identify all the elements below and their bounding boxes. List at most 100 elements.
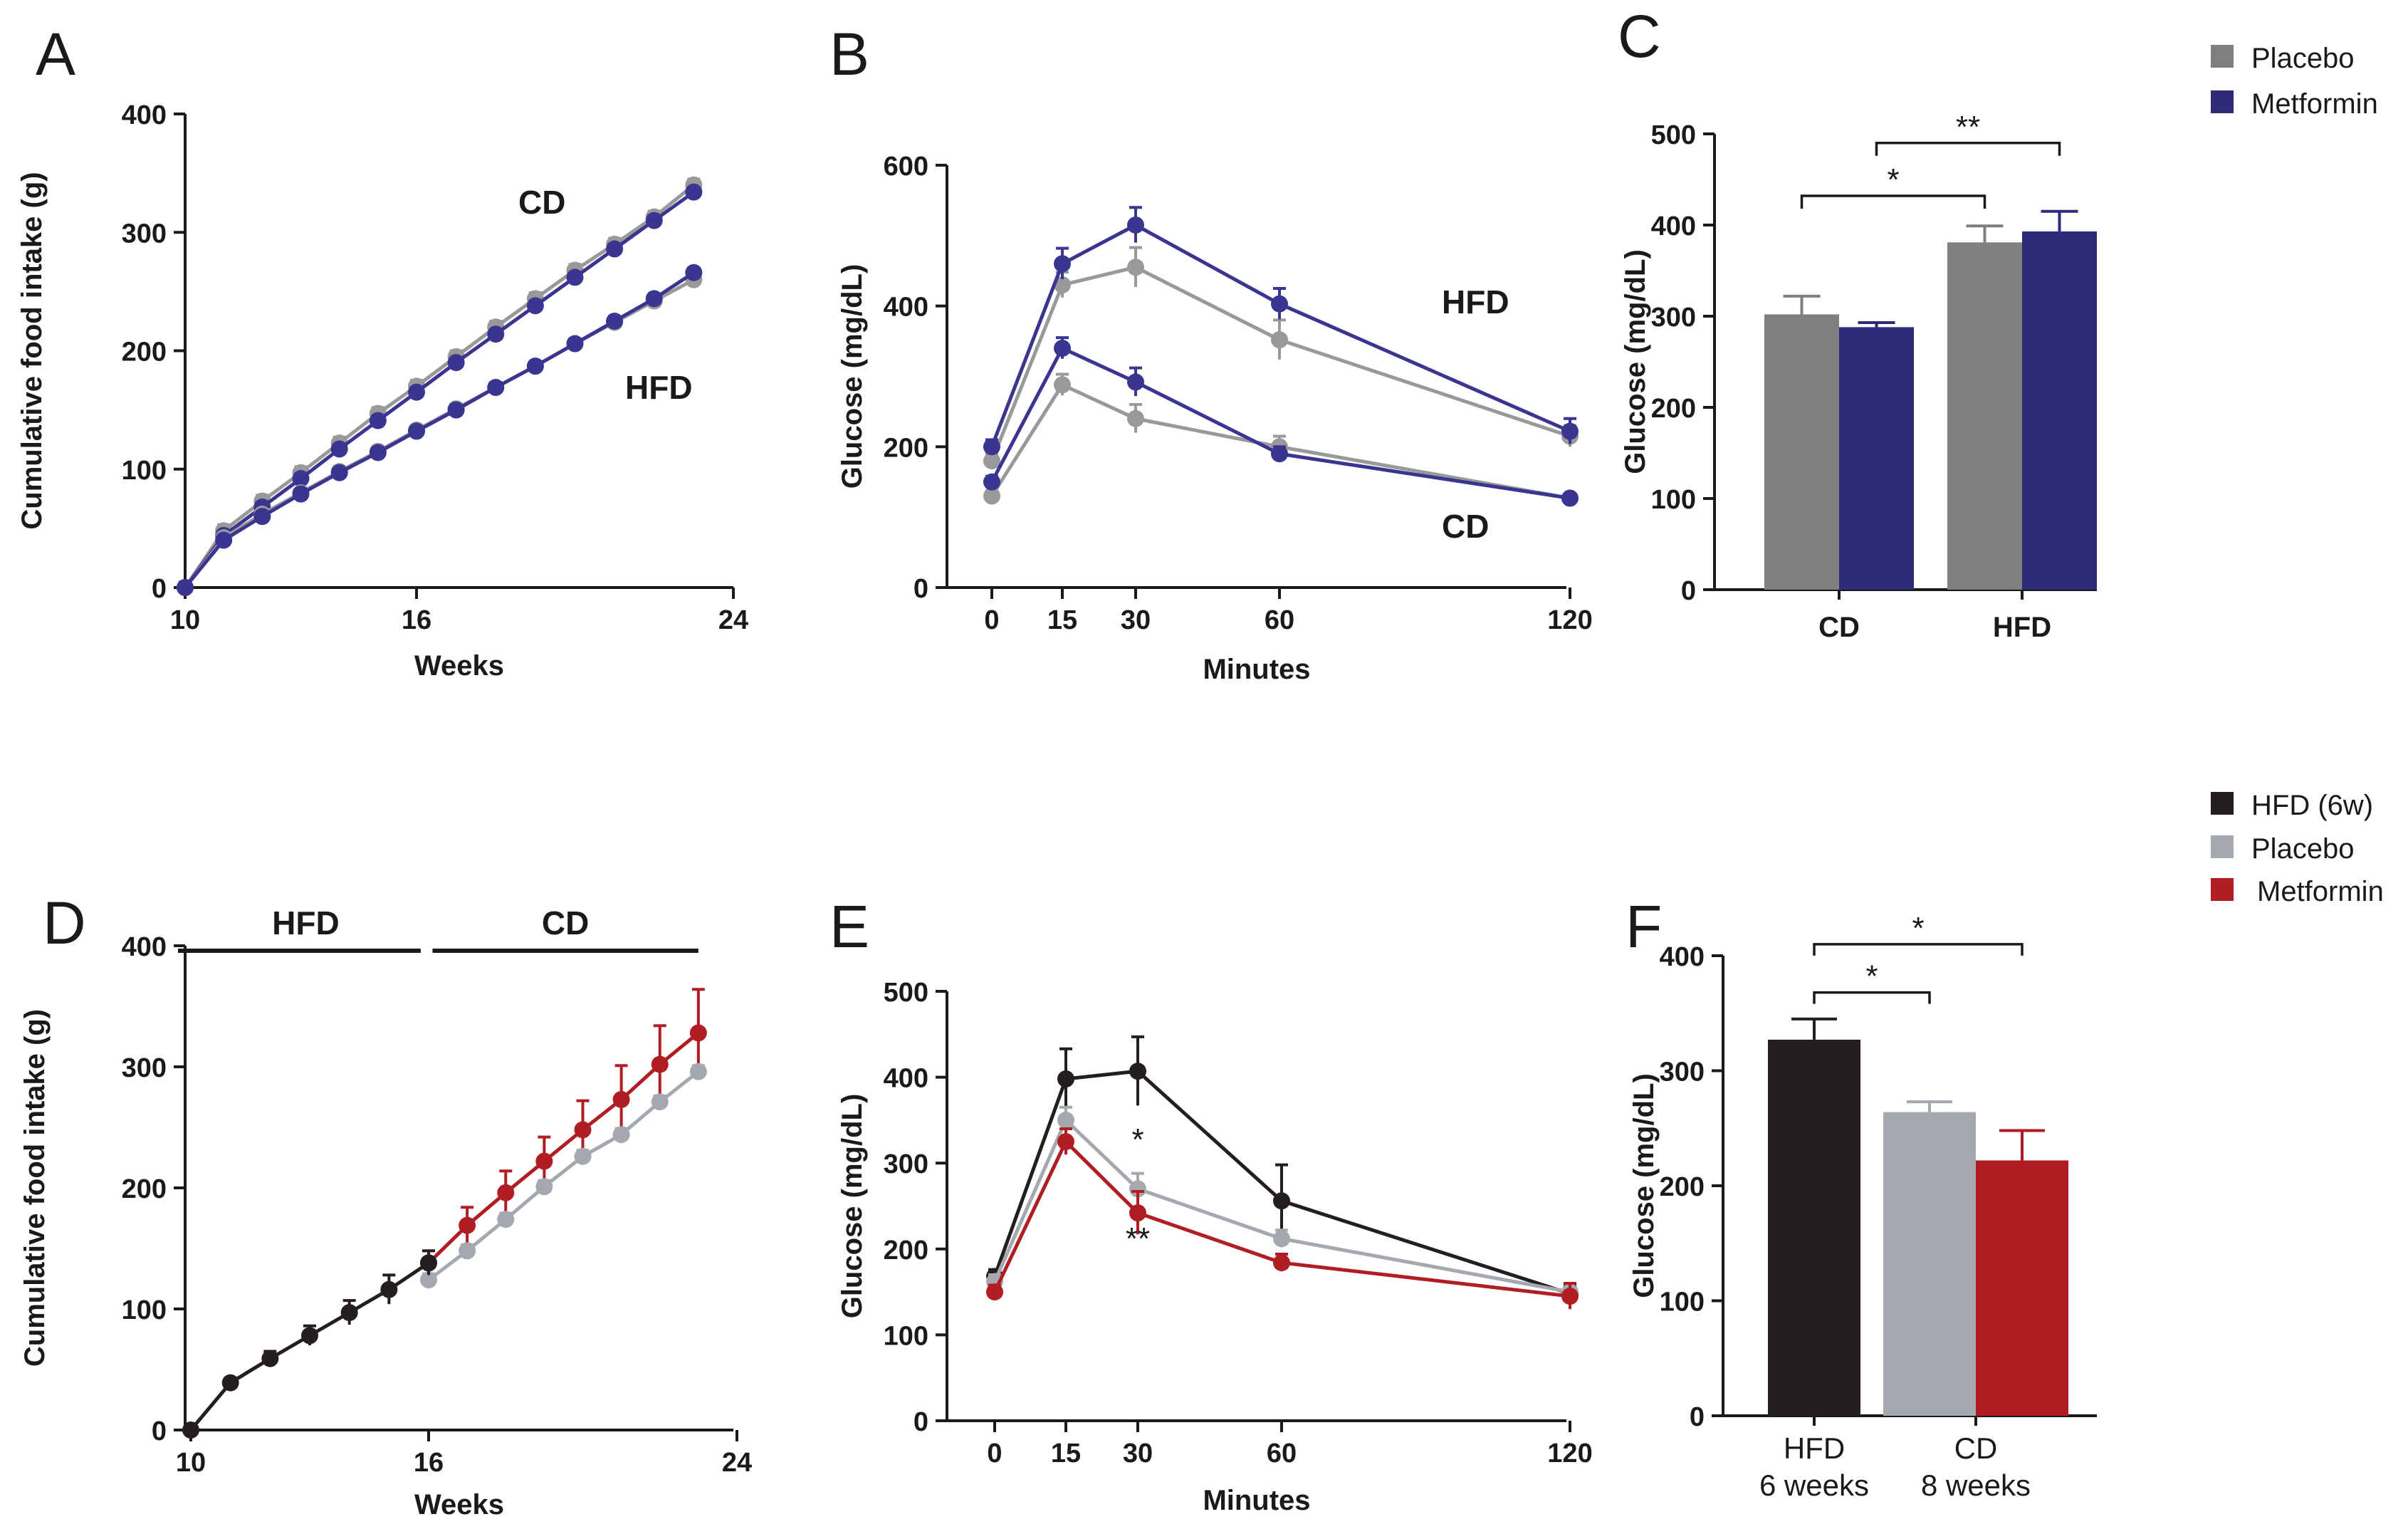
panel-c-category-label: HFD [1993,612,2051,643]
panel-letter-a: A [36,21,75,88]
panel-f-y-tick-label: 100 [1660,1288,1705,1317]
panel-f-y-tick-label: 300 [1660,1058,1705,1087]
panel-a-series-3-point [487,379,505,397]
panel-b-series-3-point [1271,445,1288,463]
panel-a-series-3-point [253,508,271,526]
panel-d-y-tick-label: 300 [122,1053,167,1083]
panel-a-series-3-point [645,290,663,308]
panel-b-series-1-point [1127,216,1144,234]
panel-e-x-tick-label: 0 [987,1439,1002,1468]
panel-b-y-tick-label: 0 [914,574,928,604]
panel-a-series-3-point [447,401,465,419]
panel-a-x-tick-label: 24 [718,605,748,635]
panel-a-x-tick-label: 10 [170,605,200,635]
panel-a-series-1-point [292,470,310,488]
panel-c-y-axis-title: Glucose (mg/dL) [1620,249,1651,474]
panel-d-series-1-point [459,1242,476,1260]
panel-d-series-2-point [221,1374,239,1392]
legend-top-swatch-placebo [2211,45,2234,68]
panel-e-y-tick-label: 300 [884,1149,928,1179]
panel-f-bar [1768,1039,1860,1416]
panel-d-series-0-point [574,1121,592,1139]
panel-e-x-axis-title: Minutes [1203,1485,1310,1516]
panel-d-y-tick-label: 100 [122,1295,167,1325]
panel-d-series-1-point [574,1147,592,1165]
panel-letter-d: D [43,889,86,956]
panel-a-series-3-point [566,335,584,353]
panel-c-y-tick-label: 300 [1651,303,1696,333]
panel-f-significance-bracket [1813,943,2024,956]
panel-a-series-1-point [566,268,584,286]
panel-b-series-3-line [990,345,1571,500]
panel-a-series-3-point [606,312,624,330]
chart-panel-e: 0 100 200 300 400 500 Glucose (mg/dL) 0 15 30 60 12… [837,978,1593,1516]
panel-e-x-tick-label: 30 [1123,1439,1153,1468]
panel-f-group-label-line2: 8 weeks [1921,1468,2031,1502]
panel-d-series-2-point [340,1304,358,1322]
panel-a-series-3-point [215,531,233,549]
legend-bottom-label-hfd6w: HFD (6w) [2251,790,2373,821]
legend-bottom: HFD (6w) Placebo Metformin [2211,790,2384,907]
panel-e-series-2-point [1273,1254,1290,1272]
panel-f-group-label-line2: 6 weeks [1759,1468,1869,1502]
panel-b-x-axis-title: Minutes [1203,654,1310,685]
panel-b-series-0-point [983,452,1000,470]
panel-b-x-tick-label: 30 [1121,605,1151,635]
panel-c-significance-label: * [1887,162,1899,197]
panel-f-y-tick-label: 0 [1690,1402,1705,1432]
legend-top-label-placebo: Placebo [2251,43,2355,74]
panel-e-series-2-point [1129,1204,1146,1222]
panel-c-bar [1947,242,2022,590]
panel-f-significance-label: * [1912,911,1924,946]
panel-b-series-0-point [1054,276,1071,294]
panel-a-series-3-point [177,579,194,596]
panel-d-y-tick-label: 0 [152,1416,167,1446]
panel-e-y-tick-label: 500 [884,978,928,1008]
panel-d-y-tick-label: 400 [122,932,167,962]
panel-d-series-1-point [497,1211,515,1228]
panel-f-group-label-line1: HFD [1784,1431,1845,1465]
panel-c-y-tick-label: 0 [1681,576,1696,606]
panel-f-bar [1976,1160,2068,1416]
panel-a-series-1-point [526,297,544,315]
legend-bottom-swatch-metformin [2211,878,2234,901]
panel-b-annotation-cd: CD [1442,508,1489,545]
panel-a-series-3-point [526,358,544,375]
panel-a-annotation-cd: CD [518,184,565,221]
panel-a-y-tick-label: 400 [122,100,167,130]
panel-a-y-tick-label: 100 [122,456,167,486]
panel-a-y-tick-label: 200 [122,338,167,367]
panel-c-y-tick-label: 100 [1651,485,1696,515]
panel-a-y-axis-title: Cumulative food intake (g) [16,172,48,529]
panel-b-y-tick-label: 400 [884,293,928,323]
legend-bottom-label-metformin: Metformin [2257,876,2384,907]
panel-a-series-3-point [292,485,310,503]
panel-e-series-2-point [1057,1133,1074,1151]
panel-e-series-1-point [1129,1180,1146,1198]
panel-c-y-tick-label: 500 [1651,120,1696,150]
panel-a-annotation-hfd: HFD [625,369,693,406]
legend-bottom-label-placebo: Placebo [2251,833,2355,865]
panel-d-x-tick-label: 10 [176,1448,206,1478]
panel-d-x-axis-title: Weeks [414,1489,504,1520]
panel-a-series-1-point [606,240,624,258]
panel-c-y-tick-label: 400 [1651,212,1696,241]
panel-b-series-2-point [1127,409,1144,427]
panel-letter-f: F [1626,893,1662,960]
panel-e-significance-mark: * [1131,1122,1143,1157]
panel-c-bar [2022,231,2097,590]
panel-d-series-2-point [261,1350,279,1367]
panel-d-series-0-point [612,1090,630,1108]
panel-b-y-axis-title: Glucose (mg/dL) [837,264,868,489]
panel-e-y-axis-title: Glucose (mg/dL) [837,1094,868,1319]
panel-b-series-1-point [1271,295,1288,313]
panel-b-series-3-point [983,473,1000,491]
panel-a-series-3-point [685,263,703,281]
panel-c-significance-bracket [1875,142,2061,156]
panel-f-group-label-line1: CD [1954,1431,1998,1465]
panel-f-bar [1883,1112,1976,1416]
panel-a-series-1-point [369,412,387,429]
panel-b-series-2-point [983,487,1000,505]
panel-a-series-1-point [685,183,703,201]
